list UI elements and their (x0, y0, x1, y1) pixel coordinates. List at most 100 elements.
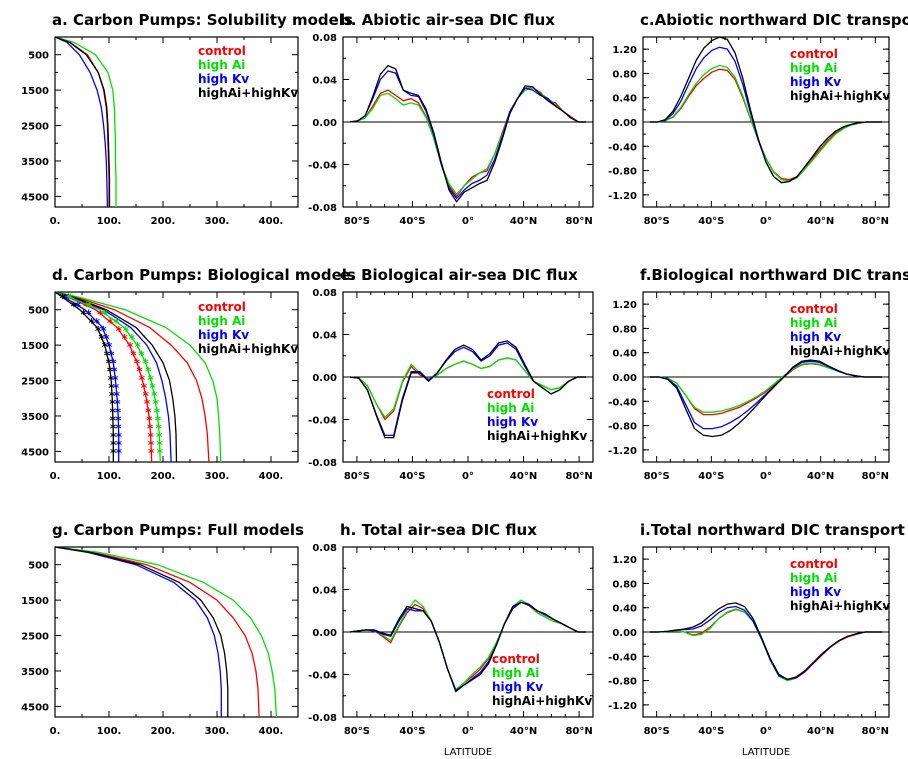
star-marker-d: * (116, 324, 123, 338)
x-tick-label-i: 80°S (644, 726, 670, 737)
y-tick-label-i: -0.40 (608, 652, 637, 663)
legend-entry-f: control (790, 302, 838, 316)
series-line-a-high-Ai (54, 36, 117, 207)
legend-entry-h: high Kv (492, 680, 543, 694)
panel-title-i: i.Total northward DIC transport (640, 521, 905, 539)
series-line-d-highAi-highKv (54, 291, 178, 463)
legend-entry-e: highAi+highKv (487, 429, 587, 443)
star-marker-d: * (97, 308, 104, 322)
legend-entry-e: high Kv (487, 415, 538, 429)
star-marker-d: * (149, 381, 156, 395)
y-tick-label-b: -0.08 (308, 203, 337, 214)
y-tick-label-a: 500 (28, 51, 49, 62)
legend-entry-i: highAi+highKv (790, 599, 890, 613)
x-tick-label-c: 40°S (698, 216, 724, 227)
legend-entry-f: high Ai (790, 316, 837, 330)
x-tick-label-g: 0. (50, 726, 61, 737)
series-line-i-high-Kv (649, 605, 883, 681)
x-tick-label-d: 400. (259, 471, 284, 482)
star-marker-d: * (116, 430, 123, 444)
star-marker-d: * (153, 397, 160, 411)
x-tick-label-d: 0. (50, 471, 61, 482)
x-tick-label-h: 40°S (399, 726, 425, 737)
star-marker-d: * (127, 340, 134, 354)
y-tick-label-f: 0.40 (612, 349, 637, 360)
star-marker-d: * (147, 373, 154, 387)
star-marker-d: * (102, 308, 109, 322)
y-tick-label-i: 0.80 (612, 579, 637, 590)
star-marker-d: * (112, 373, 119, 387)
star-marker-d: * (110, 422, 117, 436)
star-marker-d: * (123, 324, 130, 338)
star-marker-d: * (157, 446, 164, 460)
y-tick-label-i: -0.80 (608, 677, 637, 688)
star-marker-d: * (107, 316, 114, 330)
x-tick-label-h: 80°N (565, 726, 592, 737)
series-line-d-high-Kv (54, 291, 172, 463)
x-tick-label-e: 0° (462, 471, 474, 482)
star-marker-d: * (95, 324, 102, 338)
star-marker-d: * (147, 422, 154, 436)
x-tick-label-b: 40°N (510, 216, 537, 227)
star-marker-d: * (116, 438, 123, 452)
y-tick-label-h: 0.00 (312, 628, 337, 639)
series-line-i-high-Ai (649, 608, 883, 682)
series-line-b-highAi-highKv (349, 64, 587, 203)
star-marker-d: * (144, 397, 151, 411)
x-tick-label-c: 80°S (644, 216, 670, 227)
y-tick-label-a: 3500 (21, 157, 49, 168)
star-marker-d: * (111, 365, 118, 379)
y-tick-label-e: 0.08 (312, 288, 337, 299)
star-marker-d: * (155, 414, 162, 428)
star-marker-d: * (67, 291, 74, 305)
legend-entry-i: high Ai (790, 571, 837, 585)
star-marker-d: * (130, 348, 137, 362)
series-line-a-high-Kv (54, 36, 109, 208)
series-line-f-highAi-highKv (649, 359, 883, 438)
y-tick-label-d: 4500 (21, 447, 49, 458)
y-tick-label-g: 2500 (21, 632, 49, 643)
x-tick-label-i: 80°N (862, 726, 889, 737)
y-tick-label-c: -0.40 (608, 142, 637, 153)
panel-title-h: h. Total air-sea DIC flux (340, 521, 537, 539)
series-line-d-control (54, 291, 210, 463)
x-tick-label-c: 40°N (807, 216, 834, 227)
y-tick-label-e: -0.08 (308, 458, 337, 469)
star-marker-d: * (113, 316, 120, 330)
series-line-h-highAi-highKv (349, 601, 587, 693)
y-tick-label-e: 0.00 (312, 373, 337, 384)
legend-entry-a: control (198, 44, 246, 58)
star-marker-d: * (114, 389, 121, 403)
y-tick-label-g: 1500 (21, 596, 49, 607)
y-tick-label-f: 1.20 (612, 300, 637, 311)
plot-frame-a (54, 36, 299, 208)
legend-entry-d: high Kv (198, 328, 249, 342)
series-line-c-highAi-highKv (649, 36, 883, 184)
y-tick-label-e: -0.04 (308, 416, 337, 427)
y-tick-label-f: 0.00 (612, 373, 637, 384)
star-marker-d: * (115, 422, 122, 436)
star-marker-d: * (104, 348, 111, 362)
x-tick-label-g: 100. (97, 726, 122, 737)
star-marker-d: * (94, 316, 101, 330)
series-line-e-highAi-highKv (349, 340, 587, 439)
star-marker-d: * (145, 365, 152, 379)
y-tick-label-d: 2500 (21, 377, 49, 388)
star-marker-d: * (115, 405, 122, 419)
x-tick-label-c: 80°N (862, 216, 889, 227)
series-line-d-highAi-highKv (54, 291, 114, 462)
series-line-e-high-Ai (349, 357, 587, 419)
y-tick-label-b: -0.04 (308, 161, 337, 172)
y-tick-label-c: 0.80 (612, 69, 637, 80)
series-line-b-high-Kv (349, 70, 587, 200)
series-line-i-control (649, 608, 883, 682)
star-marker-d: * (154, 405, 161, 419)
star-marker-d: * (110, 356, 117, 370)
star-marker-d: * (65, 291, 72, 305)
star-marker-d: * (100, 324, 107, 338)
star-marker-d: * (156, 430, 163, 444)
y-tick-label-i: 0.40 (612, 604, 637, 615)
star-marker-d: * (81, 308, 88, 322)
y-tick-label-h: -0.08 (308, 713, 337, 724)
x-tick-label-e: 80°N (565, 471, 592, 482)
